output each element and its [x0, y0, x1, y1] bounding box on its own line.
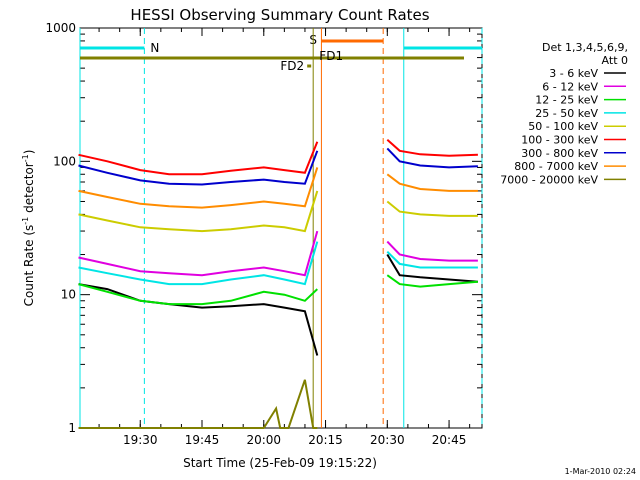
- series-line-50-100-kev: [78, 190, 319, 233]
- legend-entry-label: 300 - 800 keV: [521, 147, 598, 160]
- y-axis-label-main: Count Rate (s: [22, 225, 36, 307]
- series-line-50-100-kev-post-gap: [386, 200, 478, 217]
- series-line-3-6-kev-post-gap: [386, 253, 478, 283]
- y-tick-label: 1000: [45, 21, 76, 35]
- x-axis: 19:30 19:45 20:00 20:15 20:30 20:45: [98, 28, 471, 447]
- footer-timestamp: 1-Mar-2010 02:24: [565, 467, 636, 476]
- x-tick-label: 20:45: [432, 433, 467, 447]
- x-tick-label: 20:30: [370, 433, 405, 447]
- y-axis-label-sup2: -1: [21, 154, 30, 162]
- night-flag-label: N: [150, 41, 159, 55]
- x-tick-label: 19:45: [185, 433, 220, 447]
- legend-header-1: Det 1,3,4,5,6,9,: [542, 41, 628, 54]
- legend-entry-label: 50 - 100 keV: [528, 120, 598, 133]
- series-line-6-12-kev-post-gap: [386, 240, 478, 262]
- series-line-12-25-kev: [78, 283, 318, 306]
- y-axis: 1 10 100 1000: [45, 21, 482, 435]
- series-line-800-7000-kev-post-gap: [386, 173, 478, 192]
- legend-entry-label: 6 - 12 keV: [542, 80, 598, 93]
- series-line-12-25-kev-post-gap: [386, 274, 478, 288]
- x-tick-label: 19:30: [123, 433, 158, 447]
- y-tick-label: 100: [53, 154, 76, 168]
- legend-entry-label: 25 - 50 keV: [535, 107, 598, 120]
- legend-entry-label: 100 - 300 keV: [521, 134, 598, 147]
- series-line-100-300-kev: [78, 141, 319, 176]
- y-axis-label-mid: detector: [22, 162, 36, 217]
- legend-entry-label: 3 - 6 keV: [549, 67, 598, 80]
- series-line-6-12-kev: [78, 230, 319, 277]
- series-line-25-50-kev: [78, 241, 319, 286]
- x-tick-label: 20:00: [246, 433, 281, 447]
- y-axis-label-sup1: -1: [21, 217, 30, 225]
- legend-entry-label: 7000 - 20000 keV: [500, 173, 598, 186]
- y-axis-label: Count Rate (s-1 detector-1): [21, 150, 36, 307]
- x-tick-label: 20:15: [308, 433, 343, 447]
- series-line-300-800-kev-post-gap: [386, 147, 478, 169]
- legend-entry-label: 800 - 7000 keV: [514, 160, 598, 173]
- y-axis-label-end: ): [22, 150, 36, 155]
- legend-entry-label: 12 - 25 keV: [535, 94, 598, 107]
- series-line-300-800-kev: [78, 150, 319, 186]
- series-line-3-6-kev: [78, 283, 319, 356]
- fd2-flag-label: FD2: [280, 59, 304, 73]
- series-line-7000-20000-kev: [78, 379, 318, 429]
- chart-title: HESSI Observing Summary Count Rates: [130, 6, 429, 24]
- fd1-flag-label: FD1: [319, 49, 343, 63]
- y-tick-label: 10: [61, 288, 76, 302]
- x-axis-label: Start Time (25-Feb-09 19:15:22): [183, 456, 377, 470]
- series-line-800-7000-kev: [78, 167, 319, 209]
- legend-header-2: Att 0: [602, 54, 628, 67]
- series-line-100-300-kev-post-gap: [386, 139, 478, 157]
- series-line-25-50-kev-post-gap: [386, 250, 478, 269]
- y-tick-label: 1: [68, 421, 76, 435]
